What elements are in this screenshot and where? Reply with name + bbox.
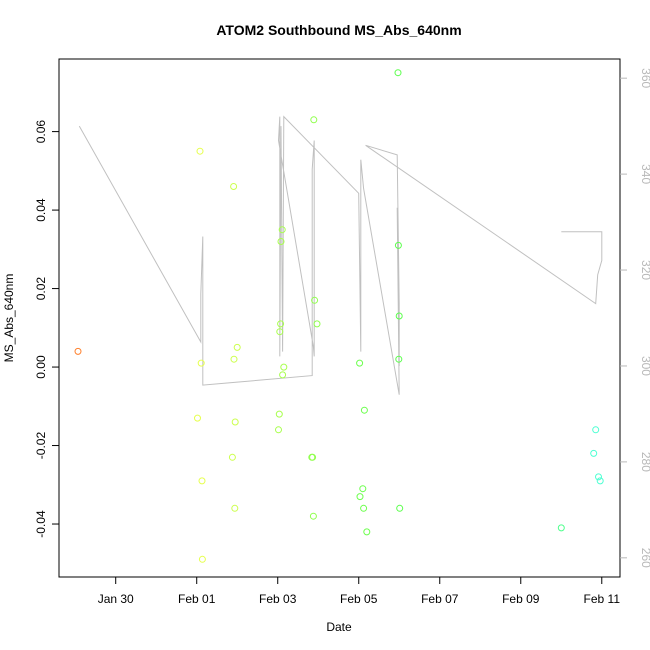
- data-point: [394, 241, 402, 249]
- data-point: [277, 320, 285, 328]
- data-point: [231, 504, 239, 512]
- x-tick-label: Feb 09: [502, 592, 540, 606]
- chart-title: ATOM2 Southbound MS_Abs_640nm: [216, 22, 461, 38]
- data-point: [278, 226, 286, 234]
- data-point: [233, 343, 241, 351]
- x-axis-label: Date: [326, 620, 352, 634]
- y2-tick-label: 320: [639, 260, 650, 280]
- data-point: [356, 359, 364, 367]
- data-point: [557, 524, 565, 532]
- y-tick-label: 0.06: [34, 120, 48, 144]
- data-point: [395, 355, 403, 363]
- data-point: [360, 504, 368, 512]
- data-point: [275, 426, 282, 434]
- y-axis-secondary: 260 280 300 320 340 360: [620, 68, 650, 568]
- data-point: [231, 418, 239, 426]
- data-point: [280, 363, 288, 371]
- data-point: [197, 359, 205, 367]
- y-tick-label: 0.00: [34, 355, 48, 379]
- data-point: [194, 414, 201, 422]
- x-tick-label: Feb 01: [178, 592, 216, 606]
- data-point: [595, 473, 602, 481]
- data-point: [275, 410, 283, 418]
- y2-tick-label: 340: [639, 164, 650, 184]
- data-point: [198, 477, 206, 485]
- x-tick-label: Feb 05: [340, 592, 378, 606]
- data-point: [360, 406, 368, 414]
- data-point: [592, 426, 600, 434]
- y2-tick-label: 280: [639, 452, 650, 472]
- y-tick-label: 0.04: [34, 198, 48, 222]
- data-point: [310, 116, 318, 124]
- data-point: [309, 453, 317, 461]
- data-point: [74, 347, 82, 355]
- data-point: [276, 328, 284, 336]
- data-point: [230, 355, 238, 363]
- data-points: [74, 69, 604, 563]
- y-tick-label: -0.02: [34, 432, 48, 460]
- data-point: [396, 504, 404, 512]
- x-tick-label: Feb 03: [259, 592, 297, 606]
- data-point: [279, 371, 287, 379]
- x-tick-label: Feb 11: [584, 592, 621, 606]
- data-point: [590, 449, 598, 457]
- data-point: [395, 312, 403, 320]
- data-point: [230, 183, 238, 190]
- data-point: [196, 147, 204, 155]
- secondary-series-line: [78, 115, 603, 395]
- data-point: [394, 69, 402, 77]
- y2-tick-label: 300: [639, 356, 650, 376]
- data-point: [359, 485, 367, 493]
- y-tick-label: -0.04: [34, 510, 48, 538]
- x-tick-label: Feb 07: [421, 592, 459, 606]
- y-axis-label: MS_Abs_640nm: [2, 274, 16, 363]
- data-point: [311, 296, 319, 304]
- data-point: [309, 512, 317, 520]
- y2-tick-label: 360: [639, 68, 650, 88]
- data-point: [356, 493, 364, 501]
- data-point: [313, 320, 321, 328]
- y-axis: -0.04 -0.02 0.00 0.02 0.04 0.06: [34, 120, 59, 538]
- secondary-line-path: [78, 115, 603, 395]
- x-tick-label: Jan 30: [98, 592, 134, 606]
- data-point: [596, 477, 604, 485]
- data-point: [277, 238, 285, 245]
- data-point: [198, 555, 206, 563]
- data-point: [228, 453, 236, 461]
- x-axis: Jan 30 Feb 01 Feb 03 Feb 05 Feb 07 Feb 09 Feb …: [98, 577, 621, 606]
- y-tick-label: 0.02: [34, 277, 48, 301]
- y2-tick-label: 260: [639, 548, 650, 568]
- plot-frame: [58, 58, 621, 578]
- data-point: [363, 528, 371, 536]
